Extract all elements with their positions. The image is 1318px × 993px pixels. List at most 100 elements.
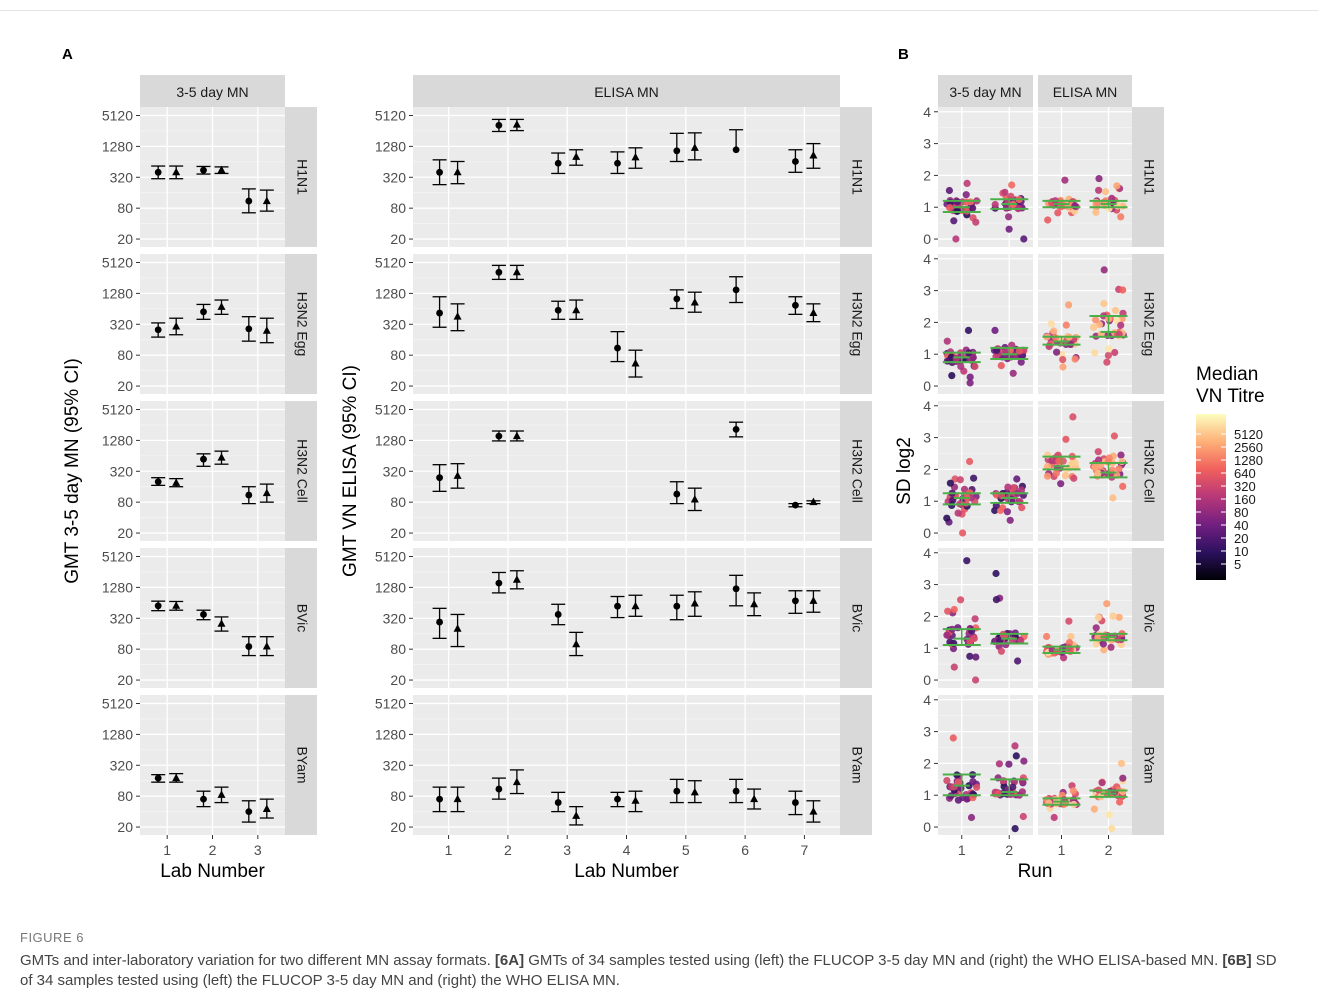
data-point-triangle [453,167,462,176]
x-tick-label: 1 [1058,842,1066,858]
sd-data-point [1095,456,1103,464]
data-point-circle [154,326,162,334]
data-point-circle [673,602,681,610]
sd-data-point [1017,358,1025,366]
x-axis-title: Run [1018,861,1053,882]
sd-data-point [1071,355,1079,363]
facet-strip-col-label: 3-5 day MN [949,84,1021,100]
y-tick-label: 3 [923,430,931,446]
sd-data-point [1062,321,1070,329]
sd-data-point [1053,348,1061,356]
sd-data-point [1061,472,1069,480]
sd-data-point [1115,465,1123,473]
sd-data-point [1099,640,1107,648]
sd-data-point [963,179,971,187]
legend-label: 40 [1234,518,1248,533]
y-tick-label: 1280 [102,579,133,595]
data-point-triangle [809,497,818,506]
sd-data-point [1065,617,1073,625]
legend-label: 5120 [1234,427,1263,442]
x-axis-title: Lab Number [160,861,265,882]
y-tick-label: 320 [383,169,407,185]
y-tick-label: 3 [923,283,931,299]
sd-data-point [964,326,973,334]
x-tick-label: 5 [682,842,690,858]
sd-data-point [969,778,977,786]
y-tick-label: 1 [923,787,931,803]
y-tick-label: 5120 [375,549,406,565]
sd-data-point [1090,323,1098,331]
sd-data-point [1050,813,1058,822]
sd-data-point [1018,788,1026,796]
y-tick-label: 80 [117,200,133,216]
data-point-circle [245,491,253,499]
sd-data-point [1100,646,1108,654]
data-point-triangle [453,471,462,479]
data-point-circle [495,268,503,276]
data-point-triangle [750,794,759,803]
y-tick-label: 20 [117,672,133,688]
data-point-triangle [453,312,462,320]
sd-data-point [944,607,952,615]
sd-data-point [970,474,978,482]
facet-strip-row-label: H3N2 Egg [294,292,310,357]
sd-data-point [1109,494,1117,502]
y-tick-label: 20 [390,231,406,247]
data-point-circle [200,166,207,174]
sd-data-point [1096,462,1105,470]
sd-data-point [1104,351,1112,359]
y-tick-label: 320 [383,316,407,332]
data-point-circle [614,344,621,352]
sd-data-point [1059,363,1067,371]
sd-data-point [992,596,1001,604]
facet-strip-col [938,75,1033,107]
data-point-triangle [172,773,181,782]
sd-data-point [943,337,951,345]
sd-data-point [956,476,964,484]
legend-title: VN Titre [1196,386,1265,407]
y-tick-label: 320 [110,610,134,626]
sd-data-point [1113,182,1121,190]
legend-label: 640 [1234,466,1256,481]
sd-data-point [1052,469,1060,477]
facet-strip-row [285,695,317,835]
sd-data-point [1115,613,1123,621]
facet-strip-row [840,254,872,394]
y-tick-label: 5120 [102,108,133,124]
facet-strip-col [140,75,285,107]
sd-data-point [997,647,1006,655]
y-tick-label: 1 [923,493,931,509]
data-point-triangle [572,152,581,160]
x-tick-label: 2 [1105,842,1113,858]
y-tick-label: 4 [923,545,931,561]
sd-data-point [949,734,957,742]
data-point-circle [732,787,740,795]
y-tick-label: 5120 [102,255,133,271]
sd-data-point [1069,787,1077,795]
sd-data-point [994,790,1002,798]
sd-data-point [966,652,974,660]
sd-data-point [969,204,977,212]
data-point-triangle [690,599,699,607]
x-axis-title: Lab Number [574,861,679,882]
sd-data-point [962,191,970,199]
data-point-triangle [512,575,521,583]
sd-data-point [1111,348,1119,357]
y-tick-label: 1280 [102,138,133,154]
panel-background [938,695,1033,835]
y-tick-label: 20 [117,231,133,247]
sd-data-point [1067,632,1075,641]
x-tick-label: 1 [958,842,966,858]
sd-data-point [1069,413,1077,421]
sd-data-point [1117,759,1126,768]
y-tick-label: 320 [383,757,407,773]
data-point-triangle [690,787,699,796]
sd-data-point [992,569,1000,578]
y-axis-title: GMT 3-5 day MN (95% CI) [62,358,83,584]
y-tick-label: 1280 [375,579,406,595]
data-point-circle [495,579,503,587]
x-tick-label: 4 [623,842,631,858]
caption-part-0: GMTs and inter-laboratory variation for … [20,952,495,969]
facet-strip-row-label: H3N2 Egg [1141,292,1157,357]
facet-strip-row-label: BYam [294,746,310,783]
